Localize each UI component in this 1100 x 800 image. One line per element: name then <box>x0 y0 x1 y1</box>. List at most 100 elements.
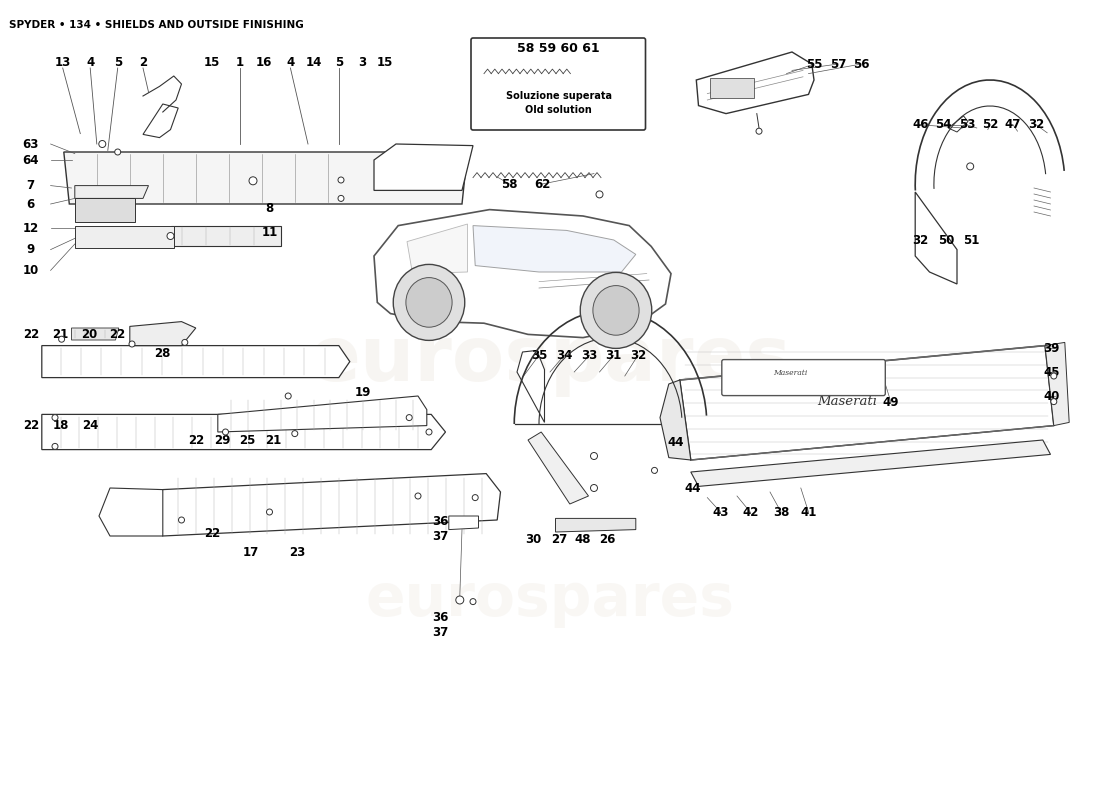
Circle shape <box>249 177 257 185</box>
Text: 32: 32 <box>913 234 928 246</box>
Text: 35: 35 <box>531 349 547 362</box>
Polygon shape <box>696 52 814 114</box>
Text: 34: 34 <box>557 349 572 362</box>
Text: 12: 12 <box>23 222 38 234</box>
Text: 63: 63 <box>23 138 38 150</box>
Circle shape <box>651 467 658 474</box>
Text: Maserati: Maserati <box>817 395 877 408</box>
Text: 27: 27 <box>551 533 566 546</box>
Bar <box>75 198 135 222</box>
Circle shape <box>596 191 603 198</box>
Bar <box>75 226 174 248</box>
Text: 5: 5 <box>113 56 122 69</box>
Bar <box>710 78 754 98</box>
Text: 19: 19 <box>355 386 371 398</box>
Text: eurospares: eurospares <box>309 323 791 397</box>
Circle shape <box>52 443 58 450</box>
Text: 41: 41 <box>801 506 816 518</box>
Text: 22: 22 <box>188 434 204 446</box>
Text: 14: 14 <box>306 56 321 69</box>
Polygon shape <box>691 440 1050 486</box>
Text: 5: 5 <box>334 56 343 69</box>
Text: 57: 57 <box>830 58 846 70</box>
Text: 55: 55 <box>805 58 823 70</box>
Polygon shape <box>528 432 588 504</box>
Text: 15: 15 <box>205 56 220 69</box>
Polygon shape <box>75 186 148 198</box>
Text: 6: 6 <box>26 198 35 210</box>
Polygon shape <box>42 346 350 378</box>
Text: 46: 46 <box>912 118 928 131</box>
Circle shape <box>415 493 421 499</box>
Text: 25: 25 <box>240 434 255 446</box>
Circle shape <box>426 429 432 435</box>
Text: 24: 24 <box>82 419 98 432</box>
Text: 22: 22 <box>110 328 125 341</box>
Text: 62: 62 <box>535 178 550 190</box>
Text: 40: 40 <box>1044 390 1059 402</box>
Text: 54: 54 <box>935 118 952 131</box>
Text: 3: 3 <box>358 56 366 69</box>
Circle shape <box>591 485 597 491</box>
Circle shape <box>591 453 597 459</box>
Circle shape <box>285 393 292 399</box>
Polygon shape <box>64 152 468 204</box>
Text: 51: 51 <box>964 234 979 246</box>
Text: 4: 4 <box>86 56 95 69</box>
Polygon shape <box>143 104 178 138</box>
Text: 33: 33 <box>582 349 597 362</box>
Circle shape <box>967 163 974 170</box>
Polygon shape <box>374 144 473 190</box>
Text: 28: 28 <box>155 347 170 360</box>
Text: 39: 39 <box>1044 342 1059 354</box>
Text: 4: 4 <box>286 56 295 69</box>
Circle shape <box>167 233 174 239</box>
Text: 36: 36 <box>432 515 448 528</box>
Text: 50: 50 <box>938 234 954 246</box>
Text: 21: 21 <box>265 434 280 446</box>
Text: 2: 2 <box>139 56 147 69</box>
Text: 37: 37 <box>432 626 448 638</box>
Circle shape <box>129 341 135 347</box>
Text: 8: 8 <box>265 202 274 214</box>
Text: 22: 22 <box>23 419 38 432</box>
Polygon shape <box>1045 342 1069 426</box>
Text: 18: 18 <box>53 419 68 432</box>
Ellipse shape <box>406 278 452 327</box>
Polygon shape <box>473 226 636 272</box>
Polygon shape <box>374 210 671 338</box>
Circle shape <box>1050 398 1057 405</box>
Text: 17: 17 <box>243 546 258 558</box>
Text: 22: 22 <box>205 527 220 540</box>
Polygon shape <box>948 116 968 132</box>
Circle shape <box>338 177 344 183</box>
Text: 13: 13 <box>55 56 70 69</box>
Text: 21: 21 <box>53 328 68 341</box>
Polygon shape <box>680 346 1054 460</box>
Ellipse shape <box>593 286 639 335</box>
Circle shape <box>222 429 229 435</box>
Text: 38: 38 <box>773 506 789 518</box>
Text: 44: 44 <box>684 482 702 494</box>
Polygon shape <box>170 226 280 246</box>
Circle shape <box>406 414 412 421</box>
Polygon shape <box>449 516 478 530</box>
Circle shape <box>58 336 65 342</box>
Text: 1: 1 <box>235 56 244 69</box>
Text: Old solution: Old solution <box>526 106 592 115</box>
Circle shape <box>756 128 762 134</box>
Text: 20: 20 <box>81 328 97 341</box>
Text: 49: 49 <box>883 396 900 409</box>
Text: 47: 47 <box>1005 118 1021 131</box>
Text: 58 59 60 61: 58 59 60 61 <box>517 42 601 54</box>
Text: 16: 16 <box>256 56 272 69</box>
Text: 56: 56 <box>854 58 870 70</box>
Circle shape <box>292 430 298 437</box>
Text: 43: 43 <box>713 506 728 518</box>
Text: 23: 23 <box>289 546 305 558</box>
Text: eurospares: eurospares <box>365 571 735 629</box>
Text: 22: 22 <box>23 328 38 341</box>
Text: 15: 15 <box>377 56 393 69</box>
Circle shape <box>470 598 476 605</box>
Polygon shape <box>99 488 163 536</box>
